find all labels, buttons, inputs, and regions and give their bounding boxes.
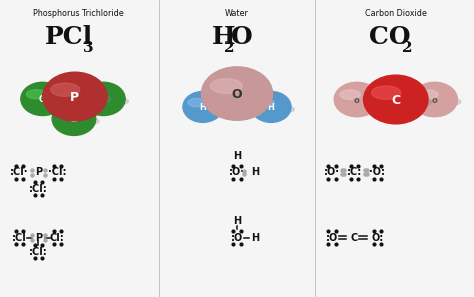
Text: H: H: [200, 103, 206, 112]
Text: :C:: :C:: [347, 167, 362, 177]
Text: Phosphorus Trichloride: Phosphorus Trichloride: [33, 9, 124, 18]
Text: :O: :O: [231, 233, 243, 243]
Text: :O·: :O·: [229, 167, 245, 177]
Text: CO: CO: [369, 25, 410, 49]
Ellipse shape: [418, 90, 438, 99]
Text: P: P: [35, 167, 42, 177]
Text: :Cl·: :Cl·: [10, 167, 29, 177]
Ellipse shape: [188, 98, 206, 107]
Text: Cl: Cl: [70, 115, 78, 124]
Ellipse shape: [201, 67, 273, 120]
Ellipse shape: [54, 116, 99, 126]
Text: :O: :O: [326, 233, 338, 243]
Ellipse shape: [26, 90, 46, 99]
Text: O: O: [232, 89, 242, 101]
Ellipse shape: [44, 91, 111, 106]
Text: Water: Water: [225, 9, 249, 18]
Text: H: H: [233, 216, 241, 226]
Ellipse shape: [365, 94, 432, 109]
Ellipse shape: [82, 82, 125, 116]
Text: 2: 2: [224, 41, 234, 56]
Ellipse shape: [412, 82, 457, 117]
Ellipse shape: [334, 82, 380, 117]
Text: :Cl: :Cl: [12, 233, 27, 243]
Ellipse shape: [87, 90, 107, 99]
Text: C: C: [391, 94, 401, 107]
Ellipse shape: [43, 72, 107, 121]
Text: :Cl:: :Cl:: [29, 184, 48, 194]
Text: O: O: [231, 25, 253, 49]
Ellipse shape: [202, 88, 277, 104]
Ellipse shape: [251, 91, 291, 122]
Ellipse shape: [51, 83, 80, 97]
Text: :Cl:: :Cl:: [29, 247, 48, 257]
Text: o: o: [354, 96, 360, 105]
Ellipse shape: [256, 98, 274, 107]
Text: 3: 3: [83, 41, 93, 56]
Text: H: H: [251, 233, 259, 243]
Text: H: H: [212, 25, 236, 49]
Ellipse shape: [21, 82, 64, 116]
Text: 2: 2: [402, 41, 412, 56]
Text: P: P: [70, 91, 80, 104]
Text: Cl: Cl: [99, 95, 108, 104]
Text: PCl: PCl: [45, 25, 93, 49]
Text: P: P: [35, 233, 42, 243]
Text: H: H: [268, 103, 274, 112]
Text: ·O:: ·O:: [369, 167, 385, 177]
Text: Cl:: Cl:: [50, 233, 65, 243]
Ellipse shape: [184, 105, 226, 114]
Ellipse shape: [340, 90, 360, 99]
Ellipse shape: [58, 110, 77, 119]
Ellipse shape: [253, 105, 294, 114]
Text: Carbon Dioxide: Carbon Dioxide: [365, 9, 427, 18]
Ellipse shape: [364, 75, 428, 124]
Text: Cl: Cl: [38, 95, 47, 104]
Ellipse shape: [372, 86, 401, 99]
Ellipse shape: [183, 91, 223, 122]
Text: o: o: [432, 96, 438, 105]
Ellipse shape: [22, 96, 68, 106]
Text: C: C: [351, 233, 358, 243]
Text: O:: O:: [371, 233, 383, 243]
Text: H: H: [251, 167, 259, 177]
Ellipse shape: [413, 97, 461, 107]
Text: :O·: :O·: [324, 167, 340, 177]
Ellipse shape: [336, 97, 383, 107]
Text: H: H: [233, 151, 241, 161]
Ellipse shape: [83, 96, 128, 106]
Text: ·Cl:: ·Cl:: [48, 167, 67, 177]
Ellipse shape: [52, 102, 96, 135]
Ellipse shape: [210, 79, 242, 94]
